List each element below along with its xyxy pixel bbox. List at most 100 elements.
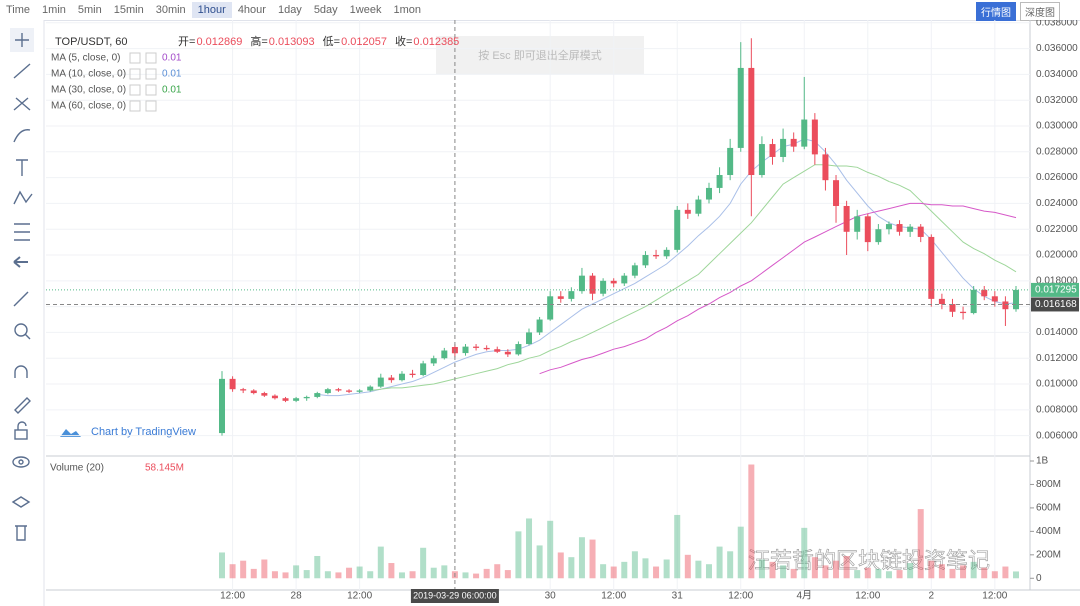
y-tick-label: 0.020000 xyxy=(1036,250,1078,261)
interval-button[interactable]: 1min xyxy=(42,4,66,16)
volume-bar xyxy=(335,572,342,579)
view-button[interactable]: 行情图 xyxy=(976,2,1016,21)
crosshair-time-label: 2019-03-29 06:00:00 xyxy=(413,590,497,600)
volume-bar xyxy=(473,573,480,579)
candle-body xyxy=(250,390,257,394)
interval-button[interactable]: 1day xyxy=(277,4,302,16)
volume-title: Volume (20) xyxy=(50,463,104,474)
candle-body xyxy=(589,275,596,294)
volume-bar xyxy=(557,552,564,579)
view-button[interactable]: 深度图 xyxy=(1020,2,1060,21)
view-switch: 行情图 深度图 xyxy=(976,2,1060,21)
volume-bar xyxy=(589,539,596,579)
volume-bar xyxy=(1002,566,1009,579)
x-tick-label: 12:00 xyxy=(982,591,1007,602)
interval-button[interactable]: 30min xyxy=(155,4,186,16)
volume-bar xyxy=(938,564,945,579)
candle-body xyxy=(854,216,861,232)
volume-bar xyxy=(896,570,903,579)
candle-body xyxy=(748,67,755,176)
volume-bar xyxy=(790,568,797,579)
candle-body xyxy=(960,311,967,314)
candle-body xyxy=(303,396,310,399)
volume-tick-label: 400M xyxy=(1036,526,1061,537)
volume-bar xyxy=(600,564,607,579)
ma-legend-name: MA (60, close, 0) xyxy=(51,101,126,112)
volume-bar xyxy=(854,570,861,579)
ma-legend-icon xyxy=(145,100,157,112)
volume-bar xyxy=(653,566,660,579)
volume-bar xyxy=(801,527,808,579)
volume-bar xyxy=(303,570,310,579)
candle-body xyxy=(695,199,702,214)
candle-body xyxy=(907,226,914,232)
ma-legend-value: 0.01 xyxy=(162,53,182,64)
volume-bar xyxy=(420,547,427,579)
candle-body xyxy=(917,226,924,237)
crosshair-time-box xyxy=(410,589,499,603)
candle-body xyxy=(780,138,787,157)
candle-body xyxy=(938,298,945,305)
candle-body xyxy=(727,147,734,176)
interval-button[interactable]: 15min xyxy=(113,4,144,16)
candle-body xyxy=(398,373,405,381)
candle-body xyxy=(557,296,564,299)
candle-body xyxy=(631,265,638,276)
ohlc-label: 高= xyxy=(250,34,267,48)
watermark-logo xyxy=(60,429,81,437)
volume-bar xyxy=(960,565,967,579)
ohlc-value: 0.012057 xyxy=(341,36,387,48)
interval-button[interactable]: 5day xyxy=(313,4,338,16)
candle-body xyxy=(271,395,278,399)
interval-button[interactable]: Time xyxy=(6,4,31,16)
y-tick-label: 0.030000 xyxy=(1036,121,1078,132)
y-tick-label: 0.014000 xyxy=(1036,327,1078,338)
candle-body xyxy=(981,289,988,297)
volume-bar xyxy=(875,568,882,579)
candle-body xyxy=(1002,301,1009,310)
candle-body xyxy=(282,398,289,401)
ohlc-value: 0.012385 xyxy=(413,36,459,48)
volume-bar xyxy=(843,555,850,579)
interval-button[interactable]: 1hour xyxy=(191,2,232,18)
volume-bar xyxy=(684,554,691,579)
candle-body xyxy=(240,389,247,391)
y-tick-label: 0.008000 xyxy=(1036,404,1078,415)
y-tick-label: 0.006000 xyxy=(1036,430,1078,441)
x-tick-label: 4月 xyxy=(796,590,812,602)
volume-bar xyxy=(907,563,914,579)
interval-button[interactable]: 4hour xyxy=(237,4,266,16)
interval-button[interactable]: 1mon xyxy=(393,4,421,16)
volume-bar xyxy=(462,572,469,579)
volume-bar xyxy=(282,572,289,579)
volume-bar xyxy=(271,571,278,579)
candle-body xyxy=(769,144,776,157)
volume-bar xyxy=(928,560,935,579)
volume-bar xyxy=(949,568,956,579)
side-toolbar xyxy=(0,20,44,606)
volume-bar xyxy=(536,545,543,579)
candle-body xyxy=(970,289,977,314)
candle-body xyxy=(991,296,998,302)
volume-bar xyxy=(631,551,638,579)
last-price-label: 0.017295 xyxy=(1035,285,1077,296)
ma-legend-icon xyxy=(129,100,141,112)
y-tick-label: 0.028000 xyxy=(1036,146,1078,157)
y-tick-label: 0.026000 xyxy=(1036,172,1078,183)
candle-body xyxy=(526,332,533,345)
last-price-box xyxy=(1031,282,1079,297)
x-tick-label: 12:00 xyxy=(855,591,880,602)
volume-bar xyxy=(758,559,765,579)
volume-bar xyxy=(578,537,585,579)
volume-bar xyxy=(663,559,670,579)
volume-bar xyxy=(367,571,374,579)
interval-button[interactable]: 5min xyxy=(77,4,102,16)
candle-body xyxy=(684,209,691,214)
interval-button[interactable]: 1week xyxy=(349,4,382,16)
volume-bar xyxy=(250,568,257,579)
volume-bar xyxy=(917,509,924,579)
volume-bar xyxy=(621,561,628,579)
candle-body xyxy=(790,138,797,147)
candle-body xyxy=(356,390,363,392)
volume-bar xyxy=(483,568,490,579)
